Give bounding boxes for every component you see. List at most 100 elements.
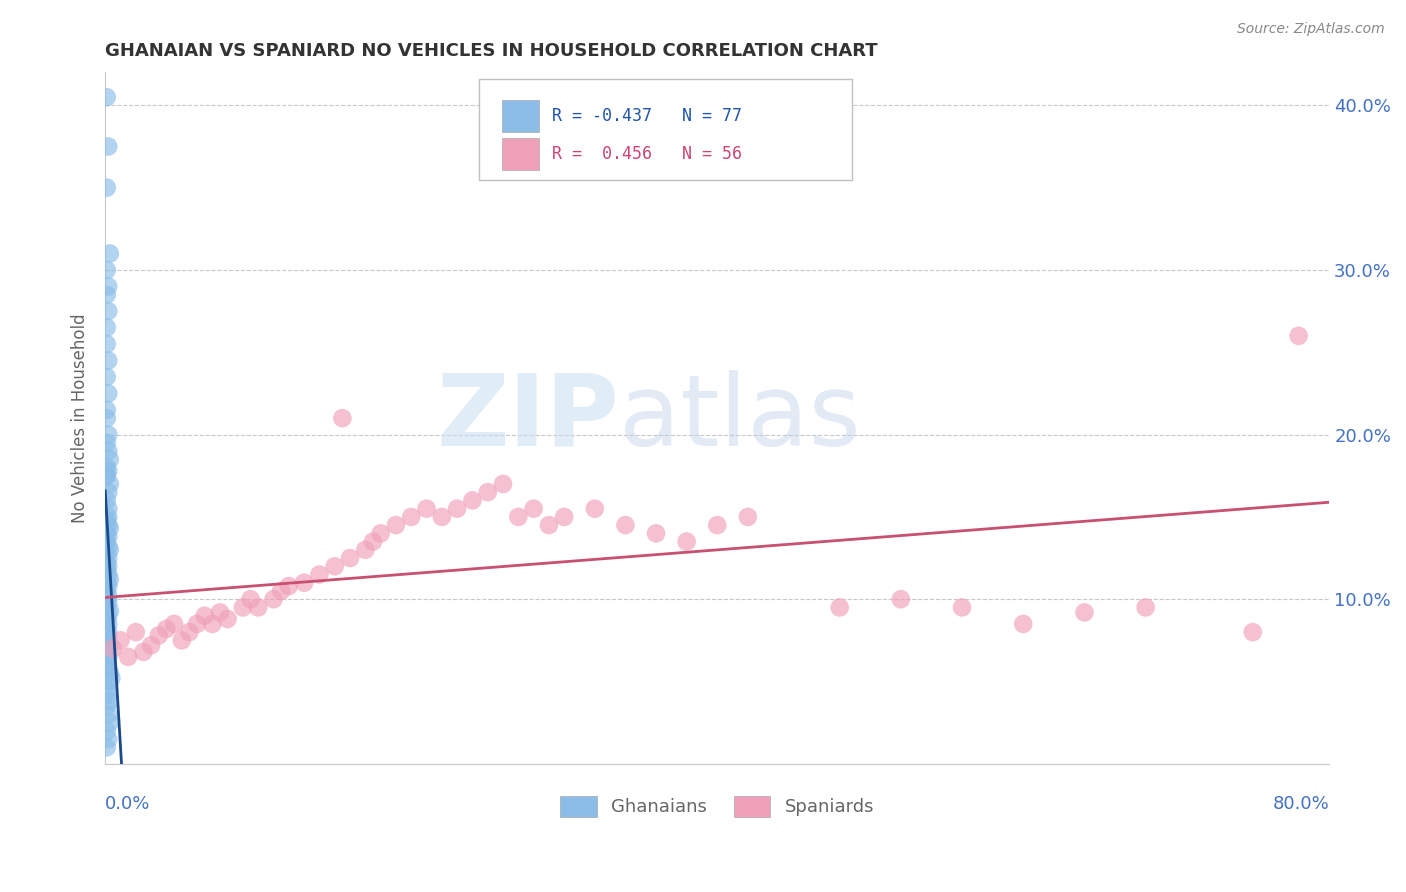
FancyBboxPatch shape	[478, 79, 852, 179]
Point	[370, 526, 392, 541]
Point	[96, 575, 118, 590]
Point	[96, 655, 118, 669]
Point	[97, 649, 120, 664]
Point	[523, 501, 546, 516]
Point	[96, 460, 118, 475]
Point	[96, 628, 118, 642]
Point	[96, 180, 118, 194]
Text: GHANAIAN VS SPANIARD NO VEHICLES IN HOUSEHOLD CORRELATION CHART: GHANAIAN VS SPANIARD NO VEHICLES IN HOUS…	[105, 42, 877, 60]
Point	[96, 534, 118, 549]
Point	[97, 427, 120, 442]
Point	[97, 139, 120, 153]
Point	[675, 534, 697, 549]
Point	[98, 246, 121, 260]
Point	[96, 584, 118, 599]
Point	[1012, 616, 1035, 631]
Point	[97, 444, 120, 458]
Point	[430, 509, 453, 524]
Point	[97, 279, 120, 293]
Point	[332, 411, 354, 425]
Point	[97, 518, 120, 533]
Point	[98, 521, 121, 535]
Point	[98, 573, 121, 587]
Point	[96, 468, 118, 483]
Point	[100, 671, 122, 685]
Point	[101, 641, 124, 656]
Text: Source: ZipAtlas.com: Source: ZipAtlas.com	[1237, 22, 1385, 37]
Point	[890, 592, 912, 607]
Point	[950, 600, 973, 615]
Point	[614, 518, 637, 533]
Point	[97, 540, 120, 554]
Point	[98, 666, 121, 681]
Point	[148, 628, 170, 642]
Point	[553, 509, 575, 524]
Point	[97, 641, 120, 656]
Point	[97, 353, 120, 368]
Point	[96, 699, 118, 714]
Point	[96, 403, 118, 417]
Point	[125, 625, 148, 640]
Point	[98, 604, 121, 618]
Point	[217, 612, 239, 626]
Point	[96, 90, 118, 104]
Point	[96, 411, 118, 425]
Text: R =  0.456   N = 56: R = 0.456 N = 56	[553, 145, 742, 163]
Point	[96, 645, 118, 659]
Point	[537, 518, 560, 533]
Point	[163, 616, 186, 631]
Point	[96, 740, 118, 755]
Point	[97, 530, 120, 544]
Point	[477, 485, 499, 500]
Point	[97, 732, 120, 747]
Point	[98, 694, 121, 708]
Point	[97, 304, 120, 318]
Point	[96, 263, 118, 277]
FancyBboxPatch shape	[502, 137, 538, 170]
Point	[110, 633, 132, 648]
Point	[415, 501, 437, 516]
Point	[97, 386, 120, 401]
Text: 0.0%: 0.0%	[105, 795, 150, 813]
Point	[645, 526, 668, 541]
Point	[385, 518, 408, 533]
Point	[96, 658, 118, 673]
FancyBboxPatch shape	[502, 100, 538, 132]
Point	[1241, 625, 1264, 640]
Point	[96, 592, 118, 607]
Point	[98, 452, 121, 467]
Point	[96, 526, 118, 541]
Point	[270, 584, 292, 599]
Point	[97, 616, 120, 631]
Point	[208, 606, 231, 620]
Point	[446, 501, 468, 516]
Point	[737, 509, 759, 524]
Point	[97, 567, 120, 582]
Point	[96, 622, 118, 636]
Point	[97, 464, 120, 478]
Point	[98, 542, 121, 557]
Point	[96, 320, 118, 334]
Point	[1135, 600, 1157, 615]
Point	[97, 674, 120, 689]
Point	[96, 612, 118, 626]
Legend: Ghanaians, Spaniards: Ghanaians, Spaniards	[553, 789, 882, 824]
Point	[97, 485, 120, 500]
Point	[492, 477, 515, 491]
Point	[323, 559, 346, 574]
Point	[96, 513, 118, 527]
Point	[139, 638, 162, 652]
Point	[339, 551, 361, 566]
Point	[97, 579, 120, 593]
Point	[97, 559, 120, 574]
Point	[308, 567, 330, 582]
Point	[170, 633, 193, 648]
Text: ZIP: ZIP	[436, 369, 619, 467]
Point	[97, 633, 120, 648]
Point	[96, 638, 118, 652]
Point	[232, 600, 254, 615]
Point	[96, 723, 118, 738]
Point	[361, 534, 384, 549]
Point	[186, 616, 208, 631]
Point	[828, 600, 851, 615]
